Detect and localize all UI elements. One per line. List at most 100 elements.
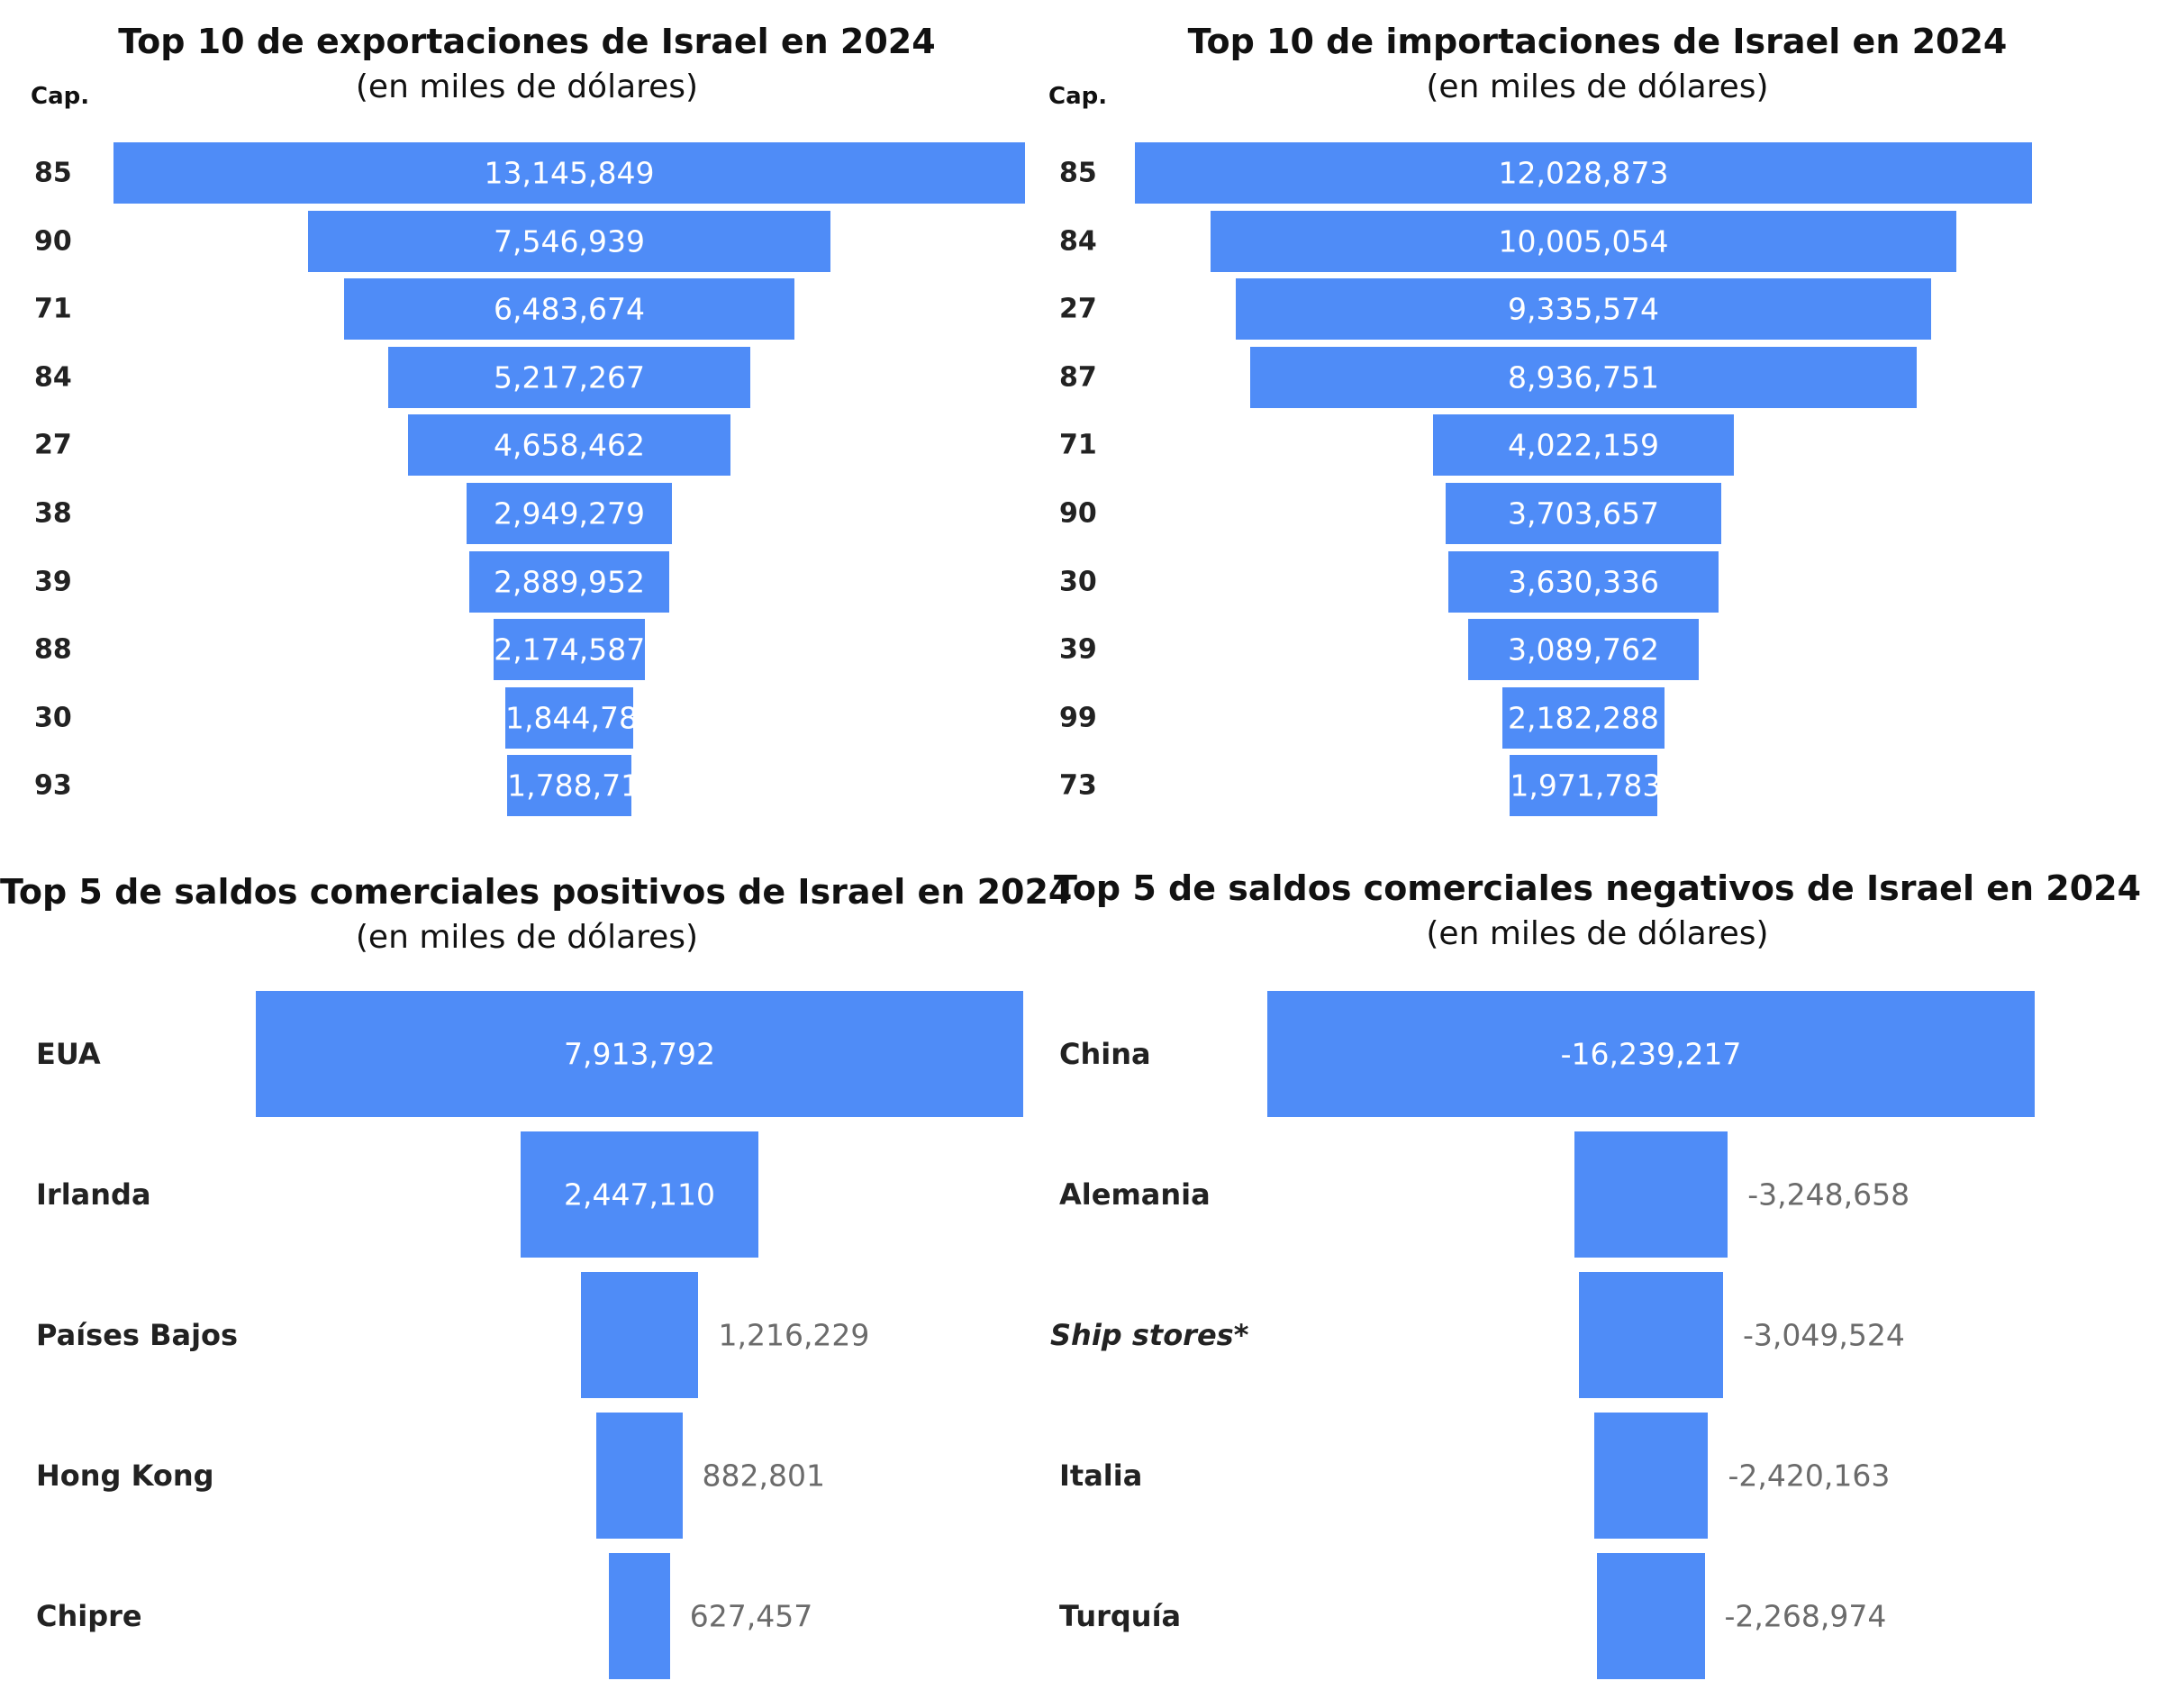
negative-balance-value-label: -3,248,658: [1747, 1177, 1910, 1213]
imports-category-label: 85: [1059, 157, 1097, 189]
negative-balance-bar: [1267, 991, 2035, 1117]
positive-balance-chart: Top 5 de saldos comerciales positivos de…: [0, 856, 1073, 1708]
exports-bar: [468, 550, 670, 613]
exports-value-label: 1,844,781: [504, 700, 657, 736]
exports-value-label: 4,658,462: [494, 427, 645, 463]
positive-balance-value-label: 1,216,229: [718, 1317, 870, 1353]
exports-bar: [344, 278, 794, 341]
exports-bar: [494, 619, 645, 681]
positive-balance-title: Top 5 de saldos comerciales positivos de…: [0, 872, 1073, 912]
negative-balance-value-label: -2,268,974: [1724, 1598, 1887, 1634]
exports-value-label: 6,483,674: [494, 291, 645, 327]
negative-balance-category-label: Alemania: [1059, 1177, 1211, 1212]
negative-balance-category-label: China: [1059, 1037, 1151, 1071]
negative-balance-value-label: -16,239,217: [1560, 1036, 1742, 1072]
imports-bar: [1433, 414, 1734, 477]
imports-bar: [1135, 142, 2032, 204]
negative-balance-bar: [1574, 1131, 1728, 1258]
positive-balance-bar: [580, 1272, 699, 1398]
imports-subtitle: (en miles de dólares): [1426, 68, 1769, 105]
imports-value-label: 2,182,288: [1508, 700, 1659, 736]
exports-value-label: 5,217,267: [494, 359, 645, 395]
imports-category-label: 30: [1059, 566, 1097, 598]
exports-value-label: 7,546,939: [494, 223, 645, 259]
negative-balance-bar: [1579, 1272, 1723, 1398]
negative-balance-category-label: Turquía: [1059, 1599, 1182, 1633]
exports-bar: [388, 346, 750, 408]
imports-bar: [1250, 346, 1917, 408]
exports-value-label: 2,949,279: [494, 495, 645, 531]
negative-balance-category-label: Italia: [1059, 1458, 1143, 1493]
imports-bar: [1447, 550, 1719, 613]
imports-value-label: 12,028,873: [1498, 155, 1669, 191]
exports-value-label: 13,145,849: [484, 155, 655, 191]
exports-category-label: 27: [34, 429, 72, 461]
positive-balance-bar: [521, 1131, 758, 1258]
positive-balance-category-label: Chipre: [36, 1599, 142, 1633]
positive-balance-value-label: 7,913,792: [564, 1036, 715, 1072]
exports-category-label: 39: [34, 566, 72, 598]
positive-balance-value-label: 2,447,110: [564, 1177, 715, 1213]
imports-bar: [1468, 619, 1699, 681]
positive-balance-bar: [596, 1413, 683, 1539]
positive-balance-bar: [609, 1553, 670, 1679]
negative-balance-category-label: Ship stores*: [1050, 1318, 1249, 1352]
exports-bar: [467, 483, 672, 544]
exports-bar: [113, 142, 1025, 204]
imports-category-label: 99: [1059, 702, 1097, 734]
exports-subtitle: (en miles de dólares): [355, 68, 699, 105]
negative-balance-value-label: -2,420,163: [1728, 1458, 1891, 1494]
exports-value-label: 2,174,587: [494, 631, 646, 668]
exports-category-label: 88: [34, 633, 72, 666]
exports-category-label: 84: [34, 361, 72, 394]
imports-category-label: 84: [1059, 225, 1097, 258]
imports-value-label: 9,335,574: [1508, 291, 1659, 327]
exports-category-header: Cap.: [31, 83, 90, 110]
exports-category-label: 85: [34, 157, 72, 189]
positive-balance-value-label: 627,457: [689, 1598, 813, 1634]
imports-bar: [1445, 483, 1722, 544]
imports-chart: Top 10 de importaciones de Israel en 202…: [1036, 0, 2159, 838]
imports-category-label: 87: [1059, 361, 1097, 394]
imports-value-label: 1,971,783: [1510, 768, 1662, 804]
exports-value-label: 1,788,711: [507, 768, 659, 804]
imports-category-label: 27: [1059, 293, 1097, 325]
positive-balance-category-label: EUA: [36, 1037, 101, 1071]
exports-value-label: 2,889,952: [494, 564, 645, 600]
exports-category-label: 90: [34, 225, 72, 258]
exports-chart: Top 10 de exportaciones de Israel en 202…: [0, 0, 1054, 838]
imports-value-label: 8,936,751: [1508, 359, 1659, 395]
imports-value-label: 3,703,657: [1508, 495, 1659, 531]
imports-category-header: Cap.: [1048, 83, 1108, 110]
imports-value-label: 4,022,159: [1508, 427, 1659, 463]
imports-category-label: 71: [1059, 429, 1097, 461]
imports-bar: [1510, 755, 1657, 817]
exports-bar: [504, 686, 633, 749]
imports-bar: [1210, 210, 1957, 272]
imports-category-label: 39: [1059, 633, 1097, 666]
imports-category-label: 90: [1059, 497, 1097, 530]
positive-balance-bar: [256, 991, 1023, 1117]
exports-category-label: 38: [34, 497, 72, 530]
imports-value-label: 3,089,762: [1508, 631, 1659, 668]
imports-value-label: 10,005,054: [1498, 223, 1669, 259]
negative-balance-value-label: -3,049,524: [1742, 1317, 1905, 1353]
imports-bar: [1501, 686, 1665, 749]
positive-balance-value-label: 882,801: [702, 1458, 825, 1494]
imports-value-label: 3,630,336: [1508, 564, 1659, 600]
exports-category-label: 71: [34, 293, 72, 325]
positive-balance-subtitle: (en miles de dólares): [355, 919, 699, 956]
exports-title: Top 10 de exportaciones de Israel en 202…: [118, 22, 936, 61]
negative-balance-title: Top 5 de saldos comerciales negativos de…: [1053, 868, 2142, 908]
exports-bar: [407, 414, 731, 477]
imports-category-label: 73: [1059, 769, 1097, 802]
exports-category-label: 93: [34, 769, 72, 802]
exports-category-label: 30: [34, 702, 72, 734]
negative-balance-subtitle: (en miles de dólares): [1426, 915, 1769, 952]
negative-balance-bar: [1593, 1413, 1709, 1539]
negative-balance-bar: [1597, 1553, 1705, 1679]
imports-bar: [1235, 278, 1932, 341]
positive-balance-category-label: Países Bajos: [36, 1318, 239, 1352]
negative-balance-chart: Top 5 de saldos comerciales negativos de…: [1036, 856, 2159, 1708]
exports-bar: [307, 210, 831, 272]
